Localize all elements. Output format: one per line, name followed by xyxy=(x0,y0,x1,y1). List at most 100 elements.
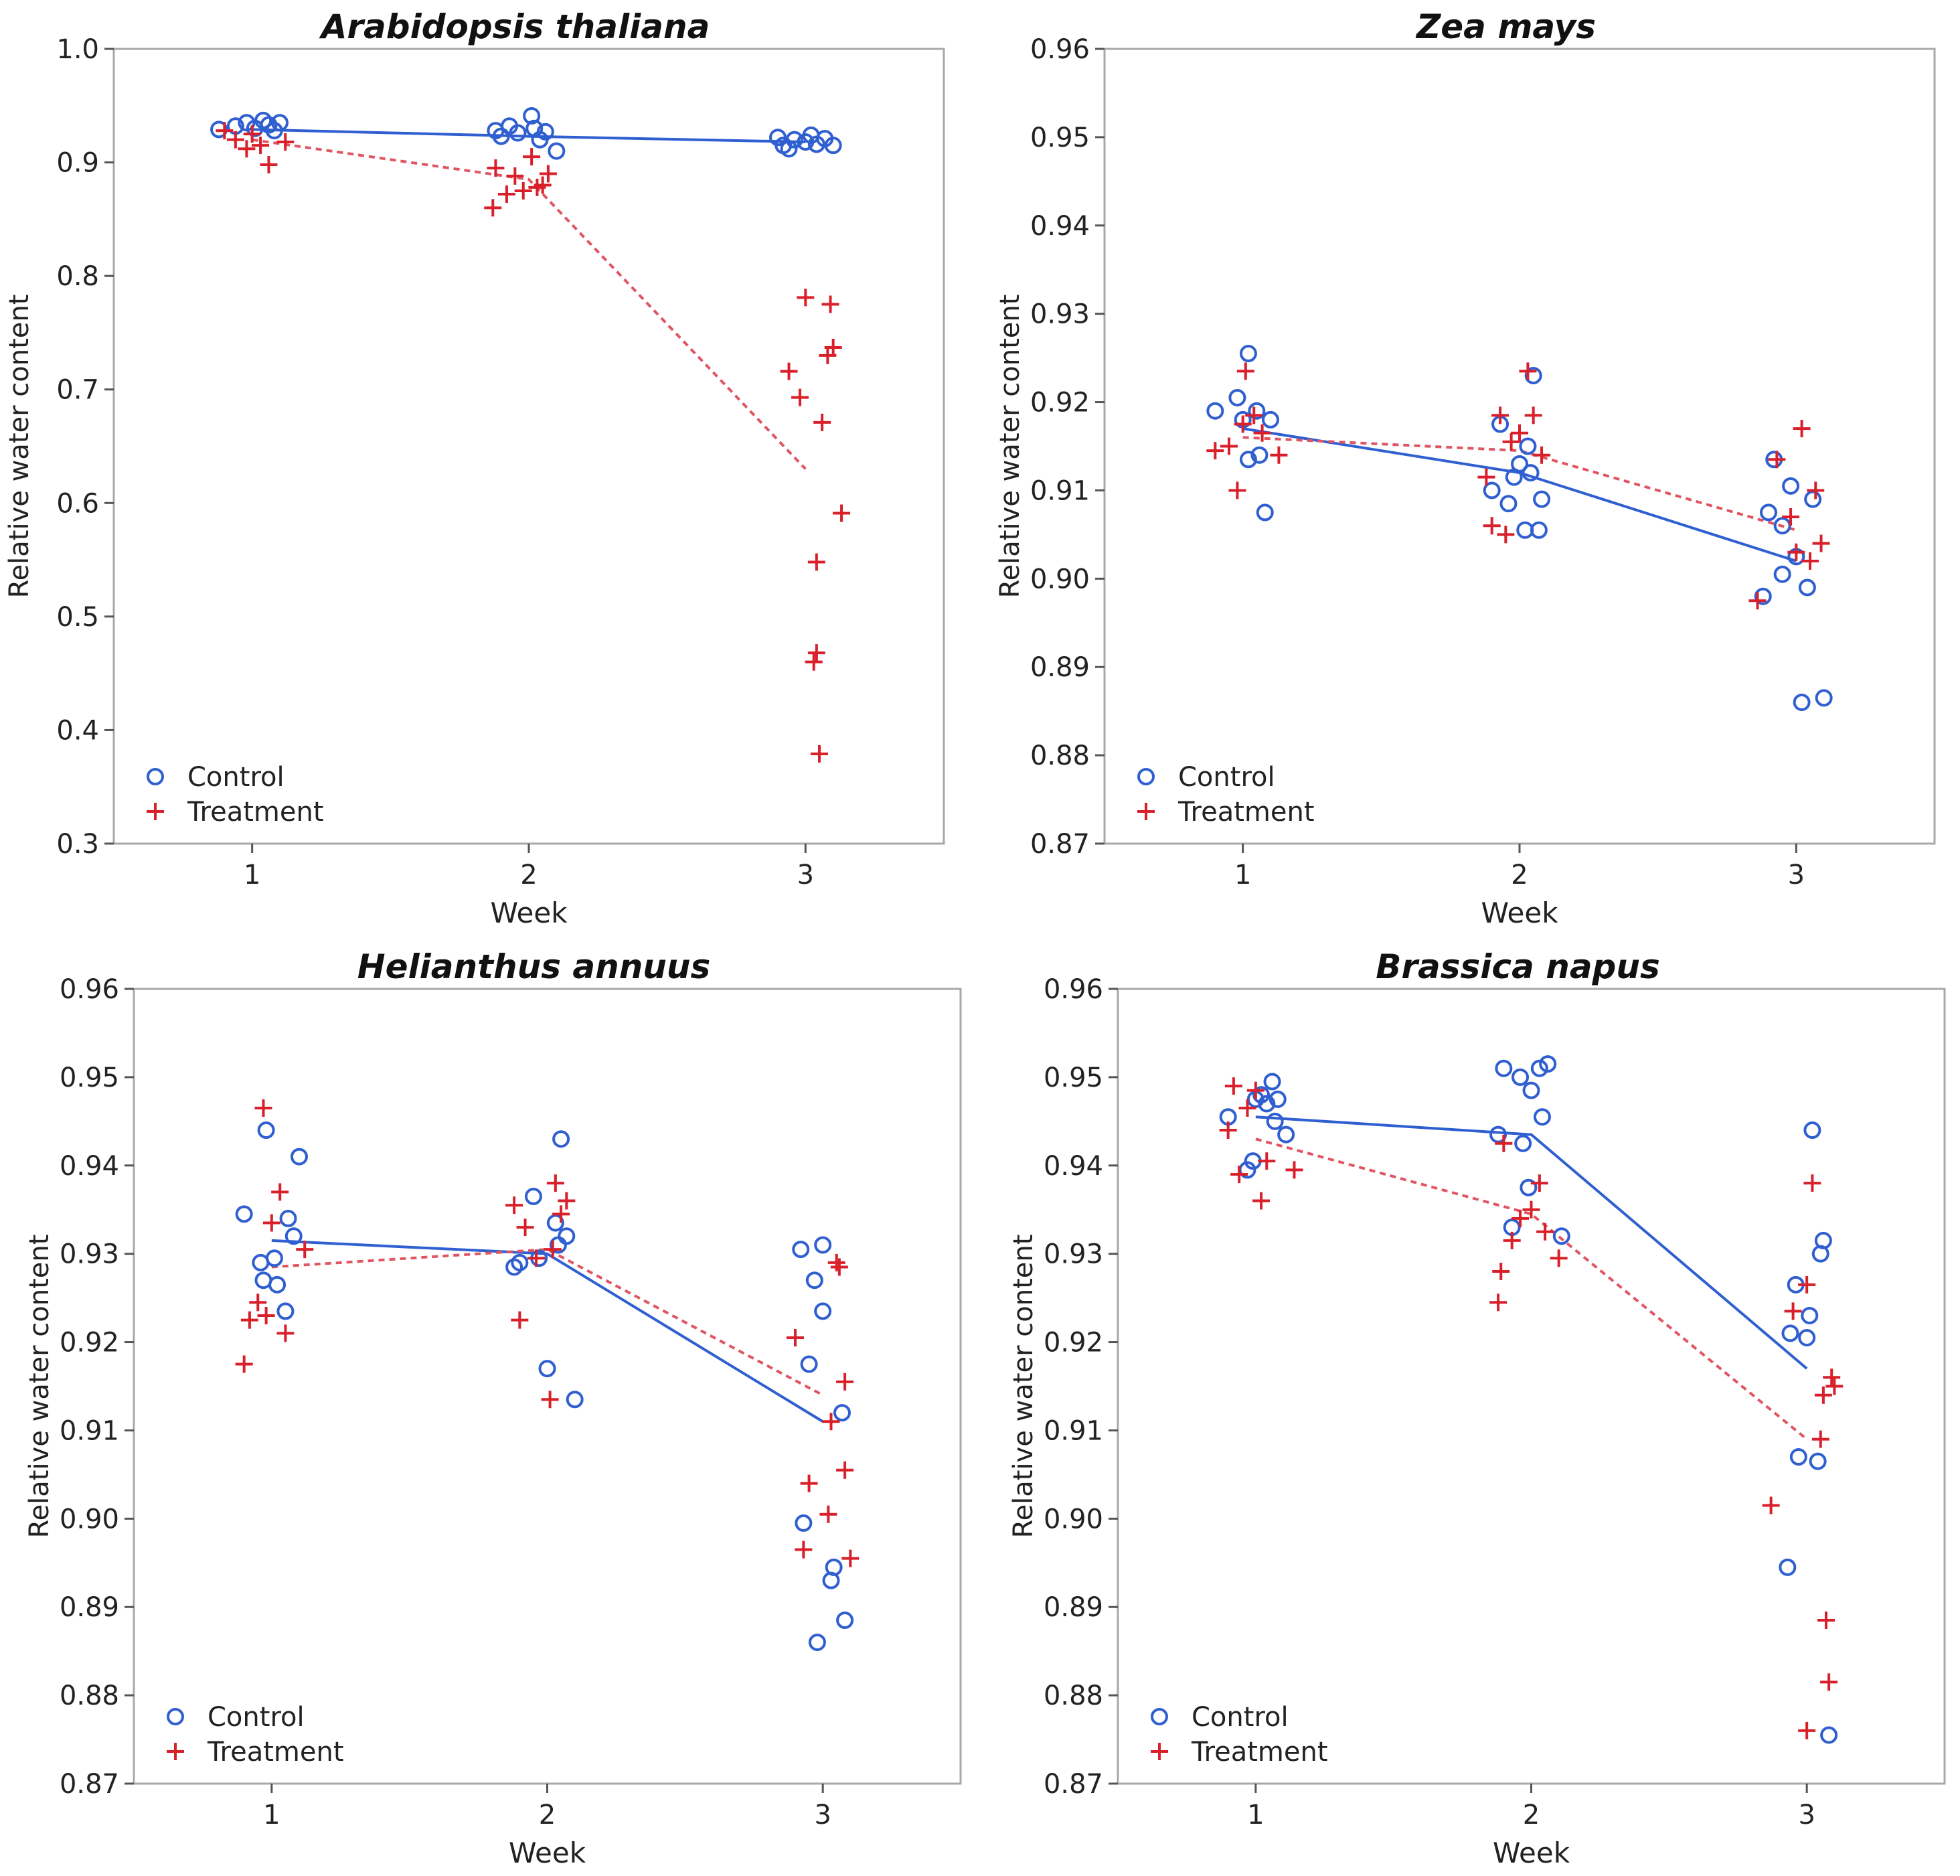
helianthus-control-point xyxy=(524,1187,542,1205)
arabidopsis-title: Arabidopsis thaliana xyxy=(319,7,710,46)
arabidopsis-legend-control-marker-point xyxy=(147,768,164,785)
helianthus-treatment-point xyxy=(240,1311,258,1329)
helianthus-control-point xyxy=(814,1302,832,1320)
helianthus-treatment-point xyxy=(819,1505,837,1523)
arabidopsis-treatment-point xyxy=(797,289,815,307)
zea-treatment-point xyxy=(1801,552,1819,570)
arabidopsis-y-tick-label: 1.0 xyxy=(56,34,99,65)
helianthus-control-point xyxy=(836,1612,854,1630)
arabidopsis-control-point xyxy=(785,131,803,149)
brassica-x-tick-label: 2 xyxy=(1523,1800,1540,1830)
zea-control-point xyxy=(1511,455,1528,473)
helianthus-treatment-point xyxy=(505,1196,523,1215)
arabidopsis-control-point xyxy=(271,114,289,132)
zea-control-point xyxy=(1533,490,1551,508)
zea-treatment-point xyxy=(1228,481,1246,499)
helianthus-control-point xyxy=(805,1271,823,1289)
helianthus-y-tick-label: 0.96 xyxy=(60,974,119,1005)
zea-y-tick-label: 0.93 xyxy=(1030,299,1090,330)
zea-control-series xyxy=(1206,345,1833,711)
brassica-treatment-point xyxy=(1230,1165,1248,1183)
helianthus-treatment-point xyxy=(527,1249,546,1267)
zea-x-axis-label: Week xyxy=(1481,896,1558,929)
brassica-y-tick-label: 0.87 xyxy=(1044,1769,1103,1800)
brassica-control-point xyxy=(1530,1059,1548,1077)
arabidopsis-treatment-point xyxy=(487,159,505,177)
brassica-treatment-point xyxy=(1495,1134,1513,1152)
zea-treatment-point xyxy=(1236,362,1254,380)
arabidopsis-treatment-point xyxy=(243,125,261,143)
helianthus-treatment-mean-line xyxy=(271,1248,824,1397)
brassica-treatment-point xyxy=(1803,1174,1821,1192)
brassica-x-axis-label: Week xyxy=(1493,1836,1570,1869)
zea-control-point xyxy=(1754,587,1772,605)
arabidopsis-treatment-point xyxy=(824,338,842,356)
helianthus-control-point xyxy=(265,1249,283,1267)
brassica-control-mean-line xyxy=(1255,1115,1808,1370)
helianthus-control-point xyxy=(276,1302,295,1320)
zea-control-point xyxy=(1499,495,1518,513)
zea-treatment-point xyxy=(1270,446,1288,464)
zea-treatment-point xyxy=(1787,543,1805,561)
helianthus-y-tick-label: 0.90 xyxy=(60,1504,119,1535)
brassica-control-point xyxy=(1277,1125,1295,1144)
brassica-control-point xyxy=(1520,1178,1538,1196)
arabidopsis-treatment-point xyxy=(514,181,532,200)
zea-treatment-point xyxy=(1483,517,1501,535)
zea-treatment-point xyxy=(1812,534,1830,552)
helianthus-control-point xyxy=(814,1236,832,1254)
arabidopsis-control-point xyxy=(523,107,541,125)
zea-treatment-point xyxy=(1502,433,1520,451)
helianthus-treatment-point xyxy=(271,1183,289,1201)
zea-treatment-series xyxy=(1206,362,1830,610)
brassica-treatment-point xyxy=(1489,1294,1507,1312)
brassica-y-tick-label: 0.94 xyxy=(1044,1151,1103,1182)
zea-x-tick-label: 2 xyxy=(1511,860,1528,890)
helianthus-y-tick-label: 0.92 xyxy=(60,1328,119,1358)
helianthus-treatment-point xyxy=(511,1311,529,1329)
arabidopsis-legend-control-label: Control xyxy=(187,762,284,793)
helianthus-treatment-point xyxy=(516,1219,534,1237)
helianthus-y-axis-label: Relative water content xyxy=(24,1235,55,1539)
zea-control-point xyxy=(1793,693,1811,711)
zea-control-point xyxy=(1530,521,1548,539)
helianthus-treatment-point xyxy=(822,1413,840,1431)
zea-control-point xyxy=(1804,490,1822,508)
brassica-treatment-point xyxy=(1823,1369,1841,1387)
helianthus-treatment-point xyxy=(552,1205,570,1223)
brassica-x-tick-label: 1 xyxy=(1247,1800,1264,1830)
brassica-treatment-point xyxy=(1825,1377,1844,1395)
brassica-legend-control-marker-point xyxy=(1151,1708,1168,1725)
brassica-treatment-point xyxy=(1246,1081,1264,1099)
helianthus-control-mean-line xyxy=(271,1239,824,1423)
arabidopsis-treatment-point xyxy=(780,362,798,380)
brassica-control-point xyxy=(1252,1086,1271,1104)
arabidopsis-treatment-point xyxy=(807,644,825,662)
helianthus-treatment-series xyxy=(235,1099,860,1567)
arabidopsis-y-tick-label: 0.9 xyxy=(56,148,99,179)
helianthus-x-tick-label: 2 xyxy=(539,1800,556,1830)
brassica-treatment-point xyxy=(1798,1721,1816,1739)
brassica-control-point xyxy=(1798,1328,1816,1346)
arabidopsis-y-tick-label: 0.4 xyxy=(56,715,99,746)
brassica-y-tick-label: 0.88 xyxy=(1044,1680,1103,1711)
zea-control-point xyxy=(1798,578,1816,597)
zea-treatment-point xyxy=(1782,508,1800,526)
zea-treatment-point xyxy=(1253,424,1271,442)
helianthus-treatment-point xyxy=(836,1461,854,1479)
brassica-control-point xyxy=(1814,1231,1832,1249)
zea-treatment-point xyxy=(1220,437,1238,455)
helianthus-y-tick-label: 0.89 xyxy=(60,1592,119,1623)
brassica-control-point xyxy=(1512,1068,1530,1086)
brassica-treatment-point xyxy=(1811,1430,1829,1448)
zea-treatment-point xyxy=(1533,446,1551,464)
brassica-control-point xyxy=(1801,1306,1819,1324)
helianthus-treatment-point xyxy=(276,1324,295,1342)
brassica-treatment-point xyxy=(1238,1099,1256,1117)
arabidopsis-treatment-series xyxy=(216,122,851,763)
arabidopsis-x-axis-label: Week xyxy=(490,896,568,929)
arabidopsis-treatment-point xyxy=(506,167,524,185)
helianthus-chart: Helianthus annuus 0.87 0.88 0.89 0.90 0.91 0.9… xyxy=(24,947,962,1869)
brassica-legend-treatment-label: Treatment xyxy=(1191,1737,1328,1768)
brassica-treatment-point xyxy=(1252,1192,1271,1210)
